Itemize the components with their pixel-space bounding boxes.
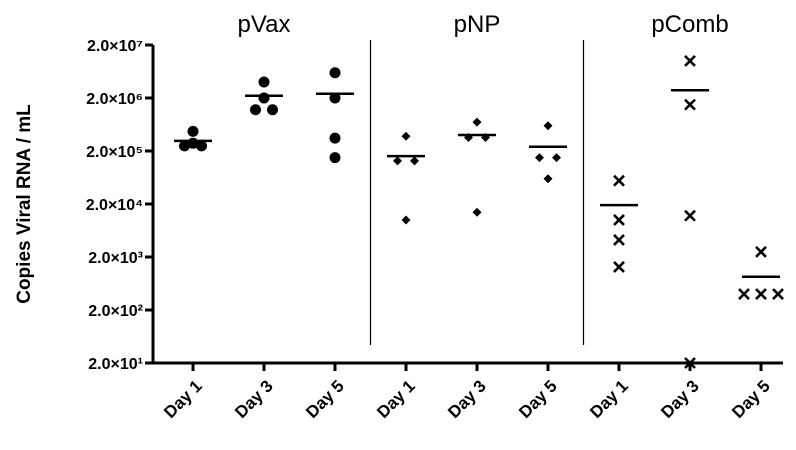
data-point bbox=[772, 288, 784, 300]
data-point bbox=[258, 76, 270, 88]
data-point bbox=[393, 156, 402, 166]
category-points bbox=[738, 245, 784, 300]
y-tick-label: 2.0×10¹ bbox=[88, 356, 143, 373]
data-point bbox=[552, 153, 561, 163]
data-point bbox=[196, 140, 207, 152]
data-point bbox=[329, 132, 341, 144]
data-point bbox=[329, 92, 341, 104]
data-point bbox=[267, 104, 278, 116]
data-point bbox=[613, 260, 625, 273]
data-point bbox=[755, 288, 767, 300]
group-labels: pVax pNP pComb bbox=[238, 11, 729, 38]
category-points bbox=[671, 55, 709, 369]
data-point bbox=[401, 215, 411, 225]
data-point bbox=[738, 288, 750, 300]
group-label: pVax bbox=[238, 11, 291, 38]
data-point bbox=[472, 117, 482, 127]
category-points bbox=[387, 131, 425, 225]
category-points bbox=[316, 67, 354, 164]
data-point bbox=[684, 55, 696, 67]
y-tick-label: 2.0×10⁶ bbox=[86, 91, 143, 108]
x-tick-label: Day 3 bbox=[657, 376, 703, 422]
group-separators bbox=[369, 40, 585, 345]
data-point bbox=[543, 174, 553, 184]
category-points bbox=[458, 117, 496, 217]
y-axis-label: Copies Viral RNA / mL bbox=[14, 104, 35, 304]
x-tick-label: Day 5 bbox=[728, 376, 774, 422]
x-tick-label: Day 3 bbox=[444, 376, 490, 422]
data-point bbox=[329, 67, 341, 79]
y-tick-label: 2.0×10⁴ bbox=[86, 197, 143, 214]
data-point bbox=[543, 121, 553, 131]
data-point bbox=[179, 140, 190, 152]
x-tick-label: Day 1 bbox=[373, 376, 419, 422]
category-points bbox=[174, 125, 212, 152]
data-point bbox=[250, 104, 261, 116]
data-point bbox=[613, 234, 625, 246]
data-point bbox=[329, 152, 341, 164]
y-axis: 2.0×10¹ 2.0×10² 2.0×10³ 2.0×10⁴ 2.0×10⁵ 2.0×1… bbox=[86, 38, 155, 373]
data-point bbox=[684, 98, 696, 111]
data-point bbox=[684, 209, 696, 222]
y-tick-label: 2.0×10⁷ bbox=[87, 38, 143, 55]
data-point bbox=[472, 207, 482, 217]
x-tick-label: Day 1 bbox=[160, 376, 206, 422]
data-point bbox=[401, 131, 411, 141]
data-point bbox=[410, 156, 419, 166]
data-point bbox=[535, 153, 544, 163]
category-points bbox=[529, 121, 567, 184]
x-tick-label: Day 1 bbox=[586, 376, 632, 422]
group-label: pComb bbox=[651, 11, 728, 38]
data-marks bbox=[174, 55, 784, 369]
data-point bbox=[187, 125, 199, 137]
x-tick-label: Day 5 bbox=[302, 376, 348, 422]
x-axis: Day 1 Day 3 Day 5 Day 1 Day 3 Day 5 Day 1 Day 3… bbox=[153, 361, 783, 422]
x-tick-label: Day 3 bbox=[231, 376, 277, 422]
category-points bbox=[600, 174, 638, 273]
y-tick-label: 2.0×10² bbox=[88, 303, 143, 320]
group-label: pNP bbox=[454, 11, 501, 38]
category-points bbox=[245, 76, 283, 116]
data-point bbox=[755, 245, 767, 258]
y-tick-label: 2.0×10³ bbox=[88, 250, 143, 267]
data-point bbox=[613, 214, 625, 226]
data-point bbox=[258, 92, 270, 104]
data-point bbox=[613, 174, 625, 187]
x-tick-label: Day 5 bbox=[515, 376, 561, 422]
y-tick-label: 2.0×10⁵ bbox=[86, 144, 143, 161]
